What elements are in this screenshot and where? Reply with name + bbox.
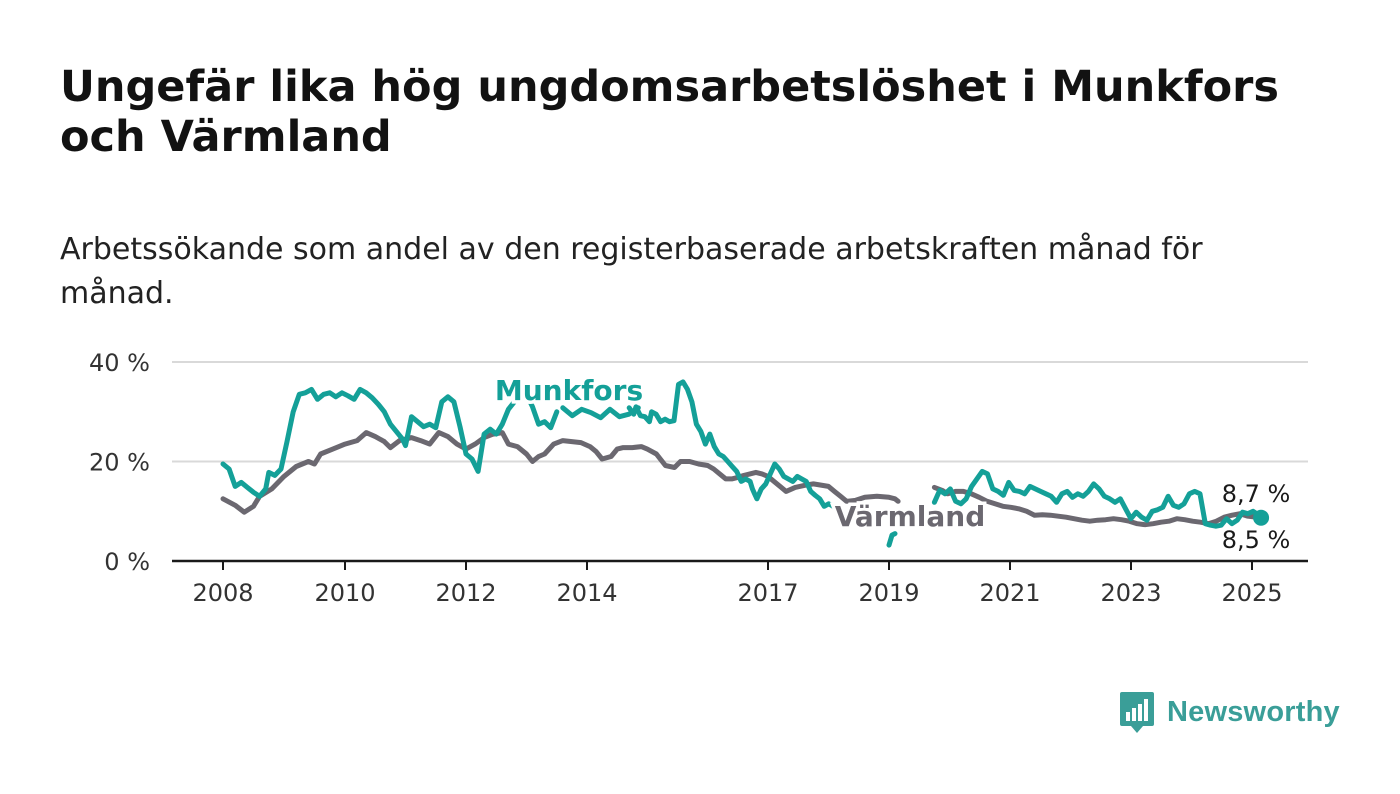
- y-tick-label: 20 %: [89, 449, 150, 477]
- brand-logo-lockup: Newsworthy: [1119, 690, 1340, 734]
- endpoint-marker: [1253, 509, 1270, 526]
- chart-series: [220, 379, 1270, 548]
- brand-name: Newsworthy: [1167, 695, 1340, 728]
- x-tick-label: 2021: [979, 579, 1040, 607]
- chart-gridlines: [172, 361, 1308, 563]
- series-line-munkfors: [220, 386, 560, 499]
- series-line-munkfors: [560, 405, 641, 421]
- y-tick-label: 0 %: [104, 548, 150, 576]
- series-label-munkfors: Munkfors: [495, 374, 643, 407]
- chart-subtitle: Arbetssökande som andel av den registerb…: [60, 232, 1203, 311]
- chart-title: Ungefär lika hög ungdomsarbetslöshet i M…: [60, 62, 1279, 162]
- x-tick-label: 2019: [858, 579, 919, 607]
- x-tick-label: 2014: [556, 579, 617, 607]
- newsworthy-logo-icon: [1120, 692, 1154, 733]
- y-tick-label: 40 %: [89, 349, 150, 377]
- series-line-vrmland: [220, 430, 901, 515]
- x-tick-label: 2010: [314, 579, 375, 607]
- series-labels: Munkfors Värmland 8,7 % 8,5 %: [491, 371, 1293, 558]
- series-line-munkfors: [931, 468, 1264, 529]
- x-tick-label: 2012: [435, 579, 496, 607]
- series-label-varmland: Värmland: [835, 500, 986, 533]
- x-tick-label: 2017: [737, 579, 798, 607]
- series-line-munkfors: [886, 531, 898, 548]
- end-value-label-munkfors: 8,7 %: [1222, 480, 1291, 508]
- end-value-label-varmland: 8,5 %: [1222, 526, 1291, 554]
- series-line-munkfors: [626, 379, 850, 520]
- y-axis: 0 % 20 % 40 %: [89, 349, 150, 576]
- x-tick-label: 2008: [192, 579, 253, 607]
- x-axis: 2008 2010 2012 2014 2017 2019 2021 2023 2025: [192, 561, 1283, 607]
- x-tick-label: 2025: [1221, 579, 1282, 607]
- x-tick-label: 2023: [1100, 579, 1161, 607]
